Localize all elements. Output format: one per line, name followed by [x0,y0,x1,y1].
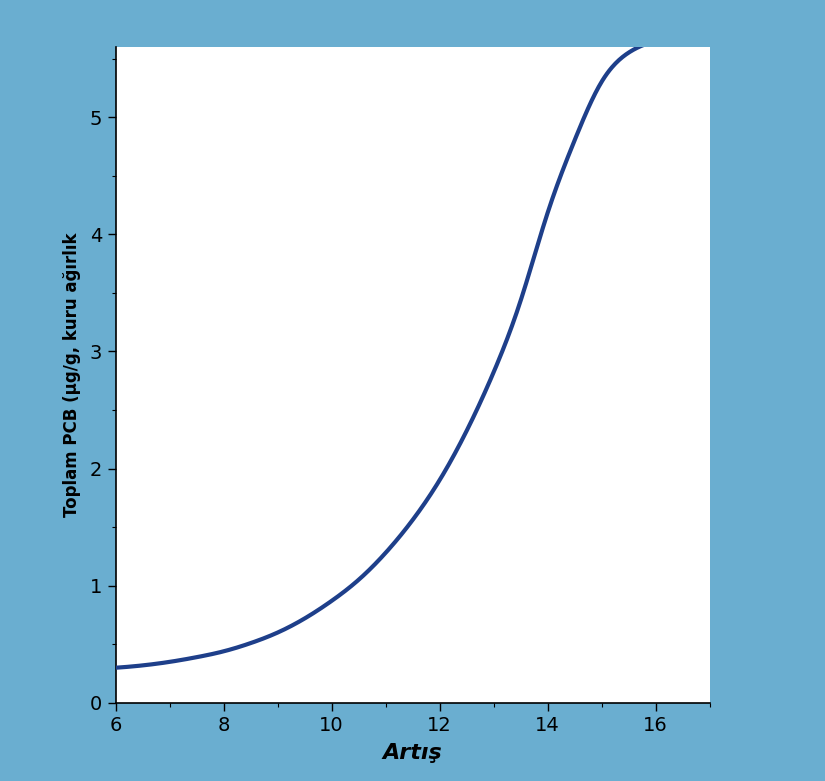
X-axis label: Artış: Artış [383,744,442,764]
Y-axis label: Toplam PCB (µg/g, kuru ağırlık: Toplam PCB (µg/g, kuru ağırlık [64,233,82,517]
